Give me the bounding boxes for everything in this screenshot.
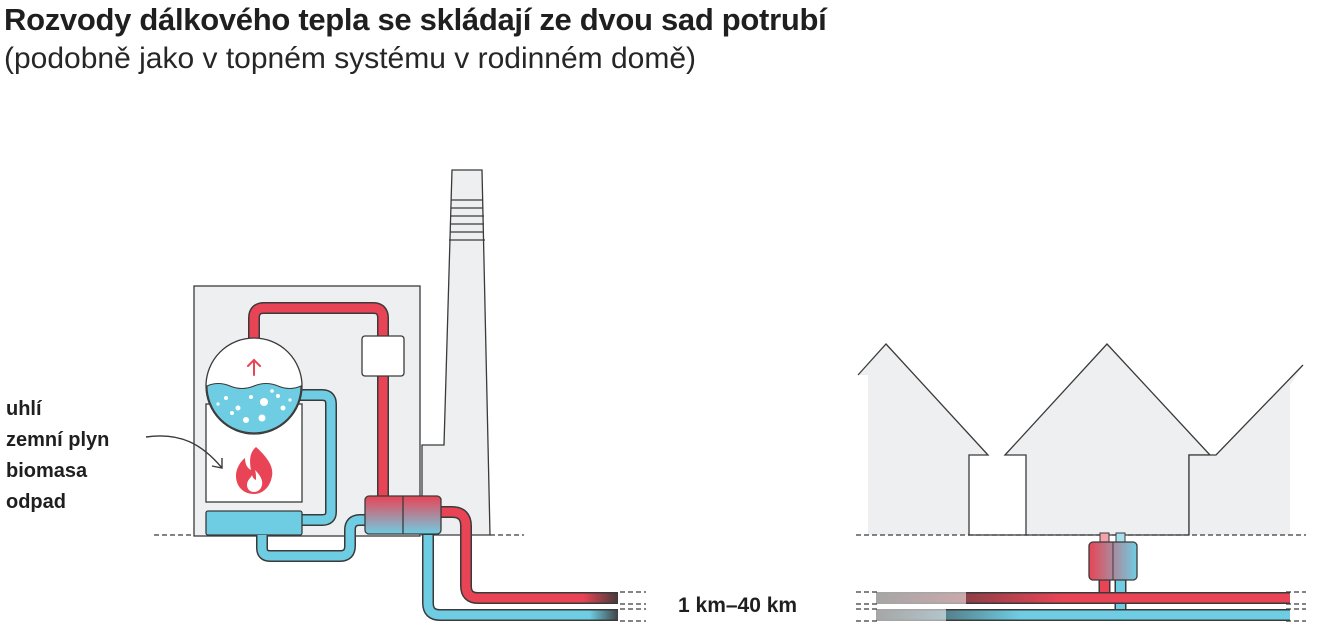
house-left (858, 344, 988, 535)
distance-label: 1 km–40 km (678, 594, 798, 617)
fuel-list: uhlí zemní plyn biomasa odpad (6, 394, 109, 518)
fuel-arrow-icon (145, 435, 223, 469)
page-title: Rozvody dálkového tepla se skládají ze d… (4, 2, 827, 37)
flame-icon (236, 447, 273, 494)
boiler (145, 302, 389, 526)
chimney-stripes (449, 199, 485, 241)
valve-box (361, 335, 405, 377)
fuel-item-waste: odpad (6, 491, 66, 513)
houses (856, 343, 1306, 536)
plant-heat-exchanger (364, 495, 442, 535)
house-connection (1088, 532, 1138, 614)
chimney (421, 169, 491, 536)
house-right (1189, 365, 1303, 535)
pipe-continuation-left (620, 591, 646, 622)
page-subtitle: (podobně jako v topném systému v rodinné… (4, 42, 697, 75)
district-pipes-houses (876, 592, 1290, 621)
house-center (1003, 343, 1212, 536)
pipe-continuation-right (856, 591, 1306, 622)
cold-tank (205, 510, 303, 536)
heat-up-arrow-icon (247, 358, 261, 376)
fuel-item-biomass: biomasa (6, 460, 88, 482)
fuel-item-natural-gas: zemní plyn (6, 429, 110, 451)
fuel-item-coal: uhlí (6, 398, 42, 420)
